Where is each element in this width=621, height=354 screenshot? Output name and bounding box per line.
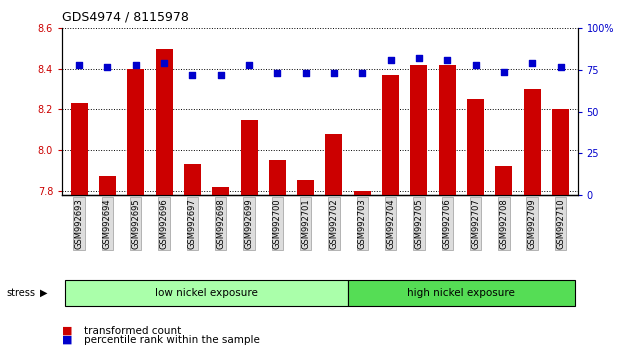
Point [215,72,225,78]
Bar [240,120,258,195]
Point [357,70,367,76]
Point [159,61,169,66]
Bar [439,65,456,195]
Point [301,70,310,76]
Point [499,69,509,74]
Text: ▶: ▶ [40,288,48,298]
Point [442,57,452,63]
Text: ■: ■ [62,335,73,345]
Bar [354,191,371,195]
Text: stress: stress [6,288,35,298]
Text: GSM992708: GSM992708 [499,198,509,249]
Text: high nickel exposure: high nickel exposure [407,288,515,298]
Text: transformed count: transformed count [84,326,181,336]
Bar [71,103,88,195]
Bar [212,187,229,195]
Point [329,70,339,76]
Bar [127,69,144,195]
Text: GSM992709: GSM992709 [528,198,537,249]
Point [527,61,537,66]
Bar [99,176,116,195]
Point [188,72,197,78]
Point [471,62,481,68]
Bar [184,164,201,195]
Text: GSM992702: GSM992702 [330,198,338,249]
Text: GSM992701: GSM992701 [301,198,310,249]
Bar [496,166,512,195]
Point [386,57,396,63]
Bar [297,181,314,195]
Text: GSM992699: GSM992699 [245,198,253,249]
Text: GSM992694: GSM992694 [103,198,112,249]
Text: GSM992698: GSM992698 [216,198,225,249]
Text: ■: ■ [62,326,73,336]
Point [273,70,283,76]
Bar [467,99,484,195]
Point [131,62,141,68]
Point [414,56,424,61]
Text: GSM992697: GSM992697 [188,198,197,249]
Point [556,64,566,69]
Bar [552,109,569,195]
Text: GSM992707: GSM992707 [471,198,480,249]
Bar [410,65,427,195]
Bar [155,48,173,195]
Text: GDS4974 / 8115978: GDS4974 / 8115978 [62,11,189,24]
Bar [382,75,399,195]
Text: GSM992703: GSM992703 [358,198,367,249]
Bar [524,89,541,195]
Text: GSM992706: GSM992706 [443,198,451,249]
Text: GSM992696: GSM992696 [160,198,168,249]
Point [244,62,254,68]
Point [102,64,112,69]
Text: percentile rank within the sample: percentile rank within the sample [84,335,260,345]
Text: GSM992693: GSM992693 [75,198,84,249]
Text: GSM992704: GSM992704 [386,198,395,249]
Text: low nickel exposure: low nickel exposure [155,288,258,298]
Text: GSM992710: GSM992710 [556,198,565,249]
Text: GSM992695: GSM992695 [131,198,140,249]
Point [74,62,84,68]
Text: GSM992700: GSM992700 [273,198,282,249]
Bar [325,134,342,195]
Bar [269,160,286,195]
Text: GSM992705: GSM992705 [414,198,424,249]
